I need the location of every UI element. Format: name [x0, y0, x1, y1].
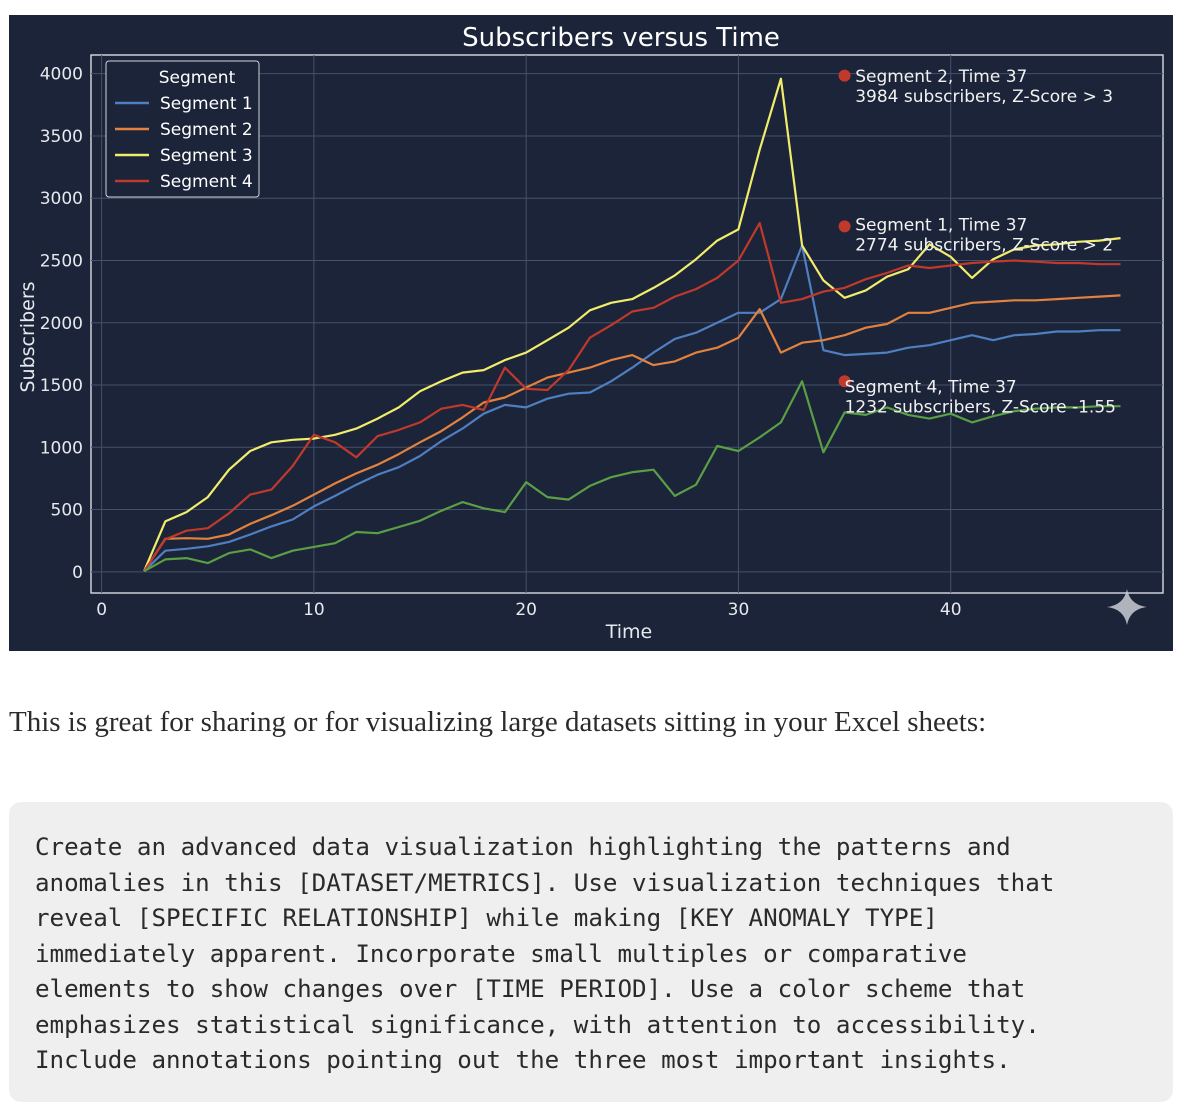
x-tick-label: 30 [728, 600, 750, 620]
y-tick-label: 1500 [40, 376, 83, 396]
y-tick-label: 4000 [40, 65, 83, 85]
plot-area [90, 54, 1164, 594]
series-line-segment-1 [143, 244, 1121, 572]
annotation-text: Segment 2, Time 37 3984 subscribers, Z-Sc… [855, 67, 1113, 107]
legend-label: Segment 4 [160, 172, 253, 192]
annotation-line: 1232 subscribers, Z-Score -1.55 [845, 397, 1116, 417]
legend-label: Segment 1 [160, 94, 253, 114]
annotation-text: Segment 1, Time 37 2774 subscribers, Z-Sc… [855, 215, 1113, 255]
x-tick-label: 10 [303, 600, 325, 620]
grid [91, 55, 1163, 593]
line-chart: 0 10 20 30 40 0 500 1000 1500 2000 2500 3000 3500 400… [17, 23, 1164, 643]
legend-box [105, 60, 260, 198]
annotations: Segment 2, Time 37 3984 subscribers, Z-Sc… [845, 67, 1116, 418]
y-tick-label: 500 [51, 501, 83, 521]
annotation-line: Segment 1, Time 37 [855, 215, 1027, 235]
chart-panel: 0 10 20 30 40 0 500 1000 1500 2000 2500 3000 3500 400… [9, 15, 1173, 651]
legend-title: Segment [159, 68, 236, 88]
annotation-line: 2774 subscribers, Z-Score > 2 [855, 235, 1113, 255]
y-tick-label: 3000 [40, 189, 83, 209]
anomaly-marker [838, 220, 851, 233]
sparkle-icon [1107, 589, 1147, 625]
y-tick-label: 2000 [40, 314, 83, 334]
series-lines [143, 77, 1121, 573]
anomaly-markers [838, 69, 851, 388]
annotation-text: Segment 4, Time 37 1232 subscribers, Z-Sc… [845, 377, 1116, 417]
prompt-code-block: Create an advanced data visualization hi… [9, 802, 1173, 1102]
series-line-unlabeled-4 [143, 380, 1121, 573]
annotation-line: Segment 2, Time 37 [855, 67, 1027, 87]
y-tick-label: 1000 [40, 438, 83, 458]
legend-label: Segment 2 [160, 120, 253, 140]
legend-items: Segment 1 Segment 2 Segment 3 Segment 4 [115, 94, 253, 192]
x-tick-label: 0 [96, 600, 107, 620]
y-tick-label: 0 [72, 563, 83, 583]
y-tick-label: 2500 [40, 251, 83, 271]
series-line-segment-4 [143, 222, 1121, 572]
prompt-text: Create an advanced data visualization hi… [35, 833, 1055, 1074]
x-axis-label: Time [605, 621, 653, 643]
y-tick-label: 3500 [40, 127, 83, 147]
annotation-line: Segment 4, Time 37 [845, 377, 1017, 397]
anomaly-marker [838, 375, 851, 388]
x-tick-label: 40 [940, 600, 962, 620]
axis-ticks: 0 10 20 30 40 0 500 1000 1500 2000 2500 3000 3500 400… [40, 65, 962, 620]
x-tick-label: 20 [515, 600, 537, 620]
legend-label: Segment 3 [160, 146, 253, 166]
series-line-segment-2 [143, 294, 1121, 572]
y-axis-label: Subscribers [17, 281, 39, 392]
caption-text: This is great for sharing or for visuali… [9, 706, 987, 738]
anomaly-marker [838, 69, 851, 82]
chart-title: Subscribers versus Time [462, 23, 780, 53]
annotation-line: 3984 subscribers, Z-Score > 3 [855, 87, 1113, 107]
